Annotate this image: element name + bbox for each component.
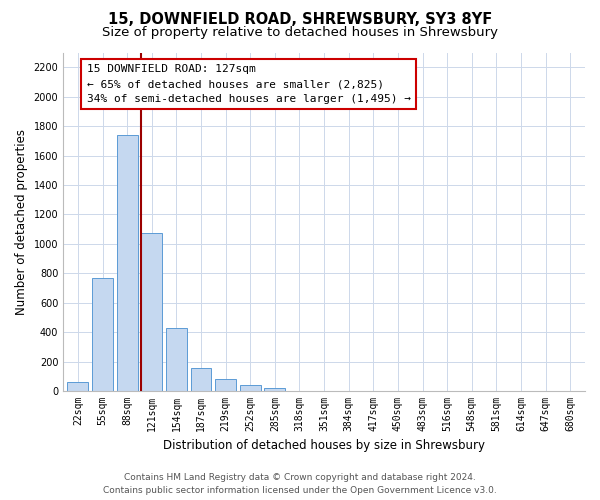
Bar (166, 328, 187, 391)
Bar (240, 385, 261, 391)
Text: Contains HM Land Registry data © Crown copyright and database right 2024.
Contai: Contains HM Land Registry data © Crown c… (103, 473, 497, 495)
Bar (215, 378, 236, 391)
Bar (117, 135, 137, 391)
Bar (142, 233, 162, 391)
Text: 15 DOWNFIELD ROAD: 127sqm
← 65% of detached houses are smaller (2,825)
34% of se: 15 DOWNFIELD ROAD: 127sqm ← 65% of detac… (86, 64, 410, 104)
Bar (92, 278, 113, 391)
Y-axis label: Number of detached properties: Number of detached properties (15, 129, 28, 315)
Text: 15, DOWNFIELD ROAD, SHREWSBURY, SY3 8YF: 15, DOWNFIELD ROAD, SHREWSBURY, SY3 8YF (108, 12, 492, 28)
X-axis label: Distribution of detached houses by size in Shrewsbury: Distribution of detached houses by size … (163, 440, 485, 452)
Bar (67, 382, 88, 391)
Bar (191, 368, 211, 391)
Text: Size of property relative to detached houses in Shrewsbury: Size of property relative to detached ho… (102, 26, 498, 39)
Bar (265, 388, 286, 391)
